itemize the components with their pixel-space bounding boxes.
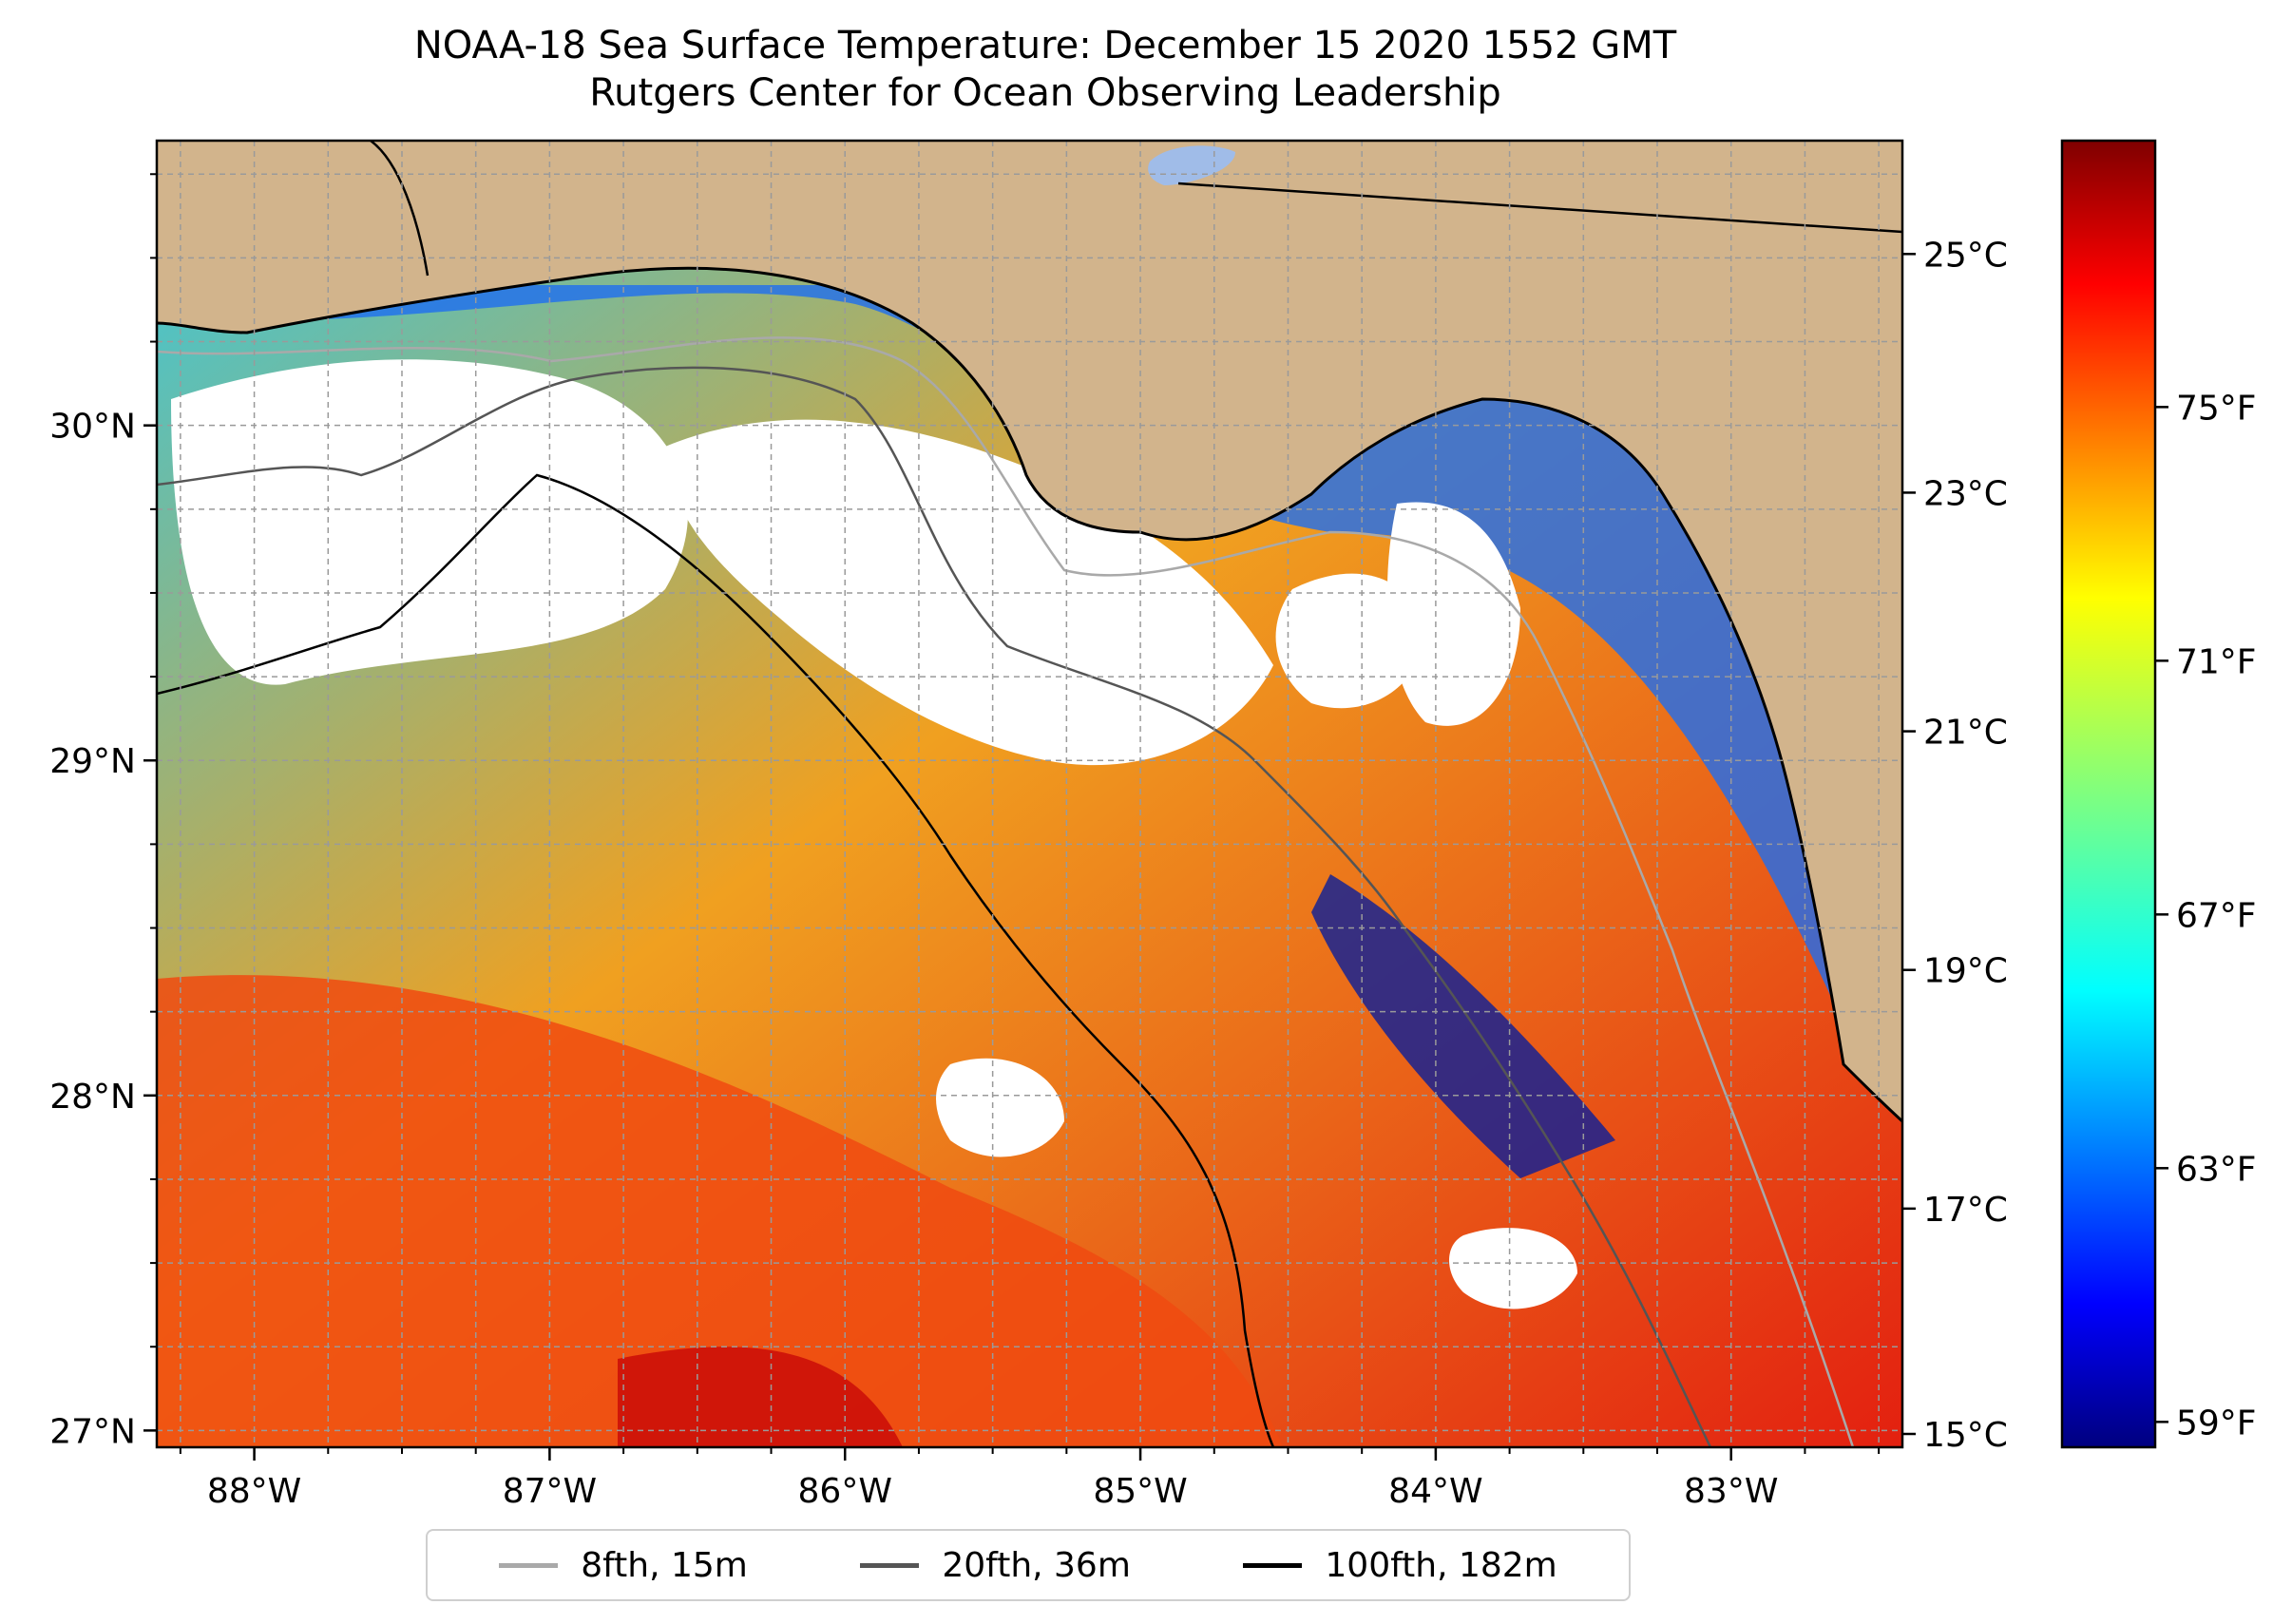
lon-tick-label: 83°W	[1684, 1472, 1778, 1511]
legend-item-100fth: 100fth, 182m	[1243, 1546, 1557, 1585]
fahrenheit-axis: 75°F 71°F 67°F 63°F 59°F	[2155, 389, 2257, 1442]
map-subtitle: Rutgers Center for Ocean Observing Leade…	[589, 71, 1501, 115]
lat-tick-label: 28°N	[49, 1078, 136, 1117]
state-boundary	[370, 141, 430, 277]
lat-tick-label: 30°N	[49, 408, 136, 447]
celsius-tick-label: 17°C	[1923, 1191, 2008, 1230]
cloud-cover	[1387, 502, 1520, 726]
isobath-legend: 8fth, 15m 20fth, 36m 100fth, 182m	[426, 1529, 1631, 1601]
legend-swatch	[860, 1562, 920, 1568]
lon-tick-label: 87°W	[503, 1472, 597, 1511]
fahrenheit-tick-label: 71°F	[2176, 642, 2257, 681]
lon-tick-label: 86°W	[798, 1472, 892, 1511]
cloud-cover	[936, 1058, 1064, 1157]
fahrenheit-tick-label: 67°F	[2176, 896, 2257, 935]
celsius-tick-label: 25°C	[1923, 236, 2008, 275]
warm-water-region	[157, 975, 1283, 1447]
lat-tick-label: 27°N	[49, 1412, 136, 1451]
warmest-water-region	[618, 1347, 903, 1447]
lat-tick-label: 29°N	[49, 742, 136, 781]
fahrenheit-tick-label: 63°F	[2176, 1150, 2257, 1189]
lon-tick-label: 88°W	[207, 1472, 301, 1511]
gridlines	[157, 141, 1902, 1447]
legend-swatch	[499, 1562, 559, 1568]
cloud-cover	[171, 359, 688, 685]
land	[157, 141, 1902, 1121]
celsius-tick-label: 15°C	[1923, 1416, 2008, 1455]
legend-label: 8fth, 15m	[581, 1545, 748, 1585]
lon-tick-label: 85°W	[1093, 1472, 1187, 1511]
isobath-8fth	[157, 336, 1855, 1447]
map-panel	[157, 141, 1902, 1447]
cold-water-patch	[1311, 874, 1615, 1178]
cold-nearshore-water	[157, 285, 1902, 1045]
celsius-tick-label: 23°C	[1923, 474, 2008, 513]
legend-swatch	[1243, 1562, 1303, 1568]
colorbar	[2060, 139, 2157, 1449]
state-boundary	[1177, 182, 1902, 234]
map-frame	[155, 139, 1904, 1449]
celsius-axis: 25°C 23°C 21°C 19°C 17°C 15°C	[1902, 236, 2008, 1455]
fahrenheit-tick-label: 59°F	[2176, 1404, 2257, 1442]
longitude-axis: 88°W 87°W 86°W 85°W 84°W 83°W	[207, 1447, 1778, 1511]
map-title: NOAA-18 Sea Surface Temperature: Decembe…	[413, 24, 1677, 67]
legend-item-20fth: 20fth, 36m	[860, 1546, 1131, 1585]
lon-tick-label: 84°W	[1388, 1472, 1482, 1511]
legend-item-8fth: 8fth, 15m	[499, 1546, 748, 1585]
latitude-axis: 30°N 29°N 28°N 27°N	[49, 408, 157, 1451]
celsius-tick-label: 21°C	[1923, 714, 2008, 753]
legend-label: 100fth, 182m	[1325, 1545, 1557, 1585]
minor-ticks	[150, 173, 1881, 1454]
celsius-tick-label: 19°C	[1923, 952, 2008, 991]
isobath-100fth	[157, 473, 1275, 1447]
cloud-cover	[665, 419, 1273, 766]
fahrenheit-tick-label: 75°F	[2176, 389, 2257, 428]
coastline	[157, 266, 1902, 1123]
isobath-20fth	[157, 366, 1712, 1447]
cloud-cover	[1449, 1228, 1577, 1309]
legend-label: 20fth, 36m	[942, 1545, 1131, 1585]
